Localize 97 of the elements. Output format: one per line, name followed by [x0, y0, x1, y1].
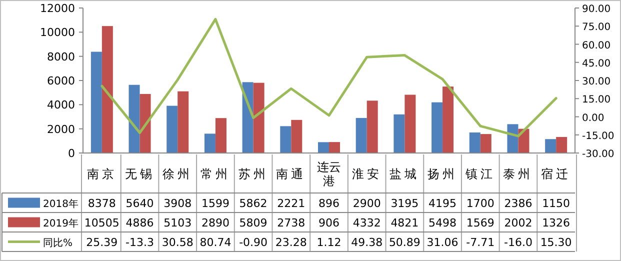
data-label: 30.58 [162, 236, 194, 249]
data-label: 4821 [390, 216, 419, 230]
data-label: -16.0 [504, 236, 532, 249]
data-label: 2221 [277, 196, 306, 210]
data-label: 23.28 [275, 236, 307, 249]
legend-label: 2018年 [43, 198, 78, 210]
bar [366, 100, 378, 153]
x-tick-label: 无锡 [124, 167, 155, 181]
bar [242, 82, 254, 153]
y2-tick-label: 30.00 [582, 76, 611, 88]
data-label: 5640 [126, 196, 154, 210]
bar [356, 118, 367, 153]
data-label: 25.39 [86, 236, 118, 249]
data-label: 5862 [239, 196, 268, 210]
data-label: 1150 [542, 196, 570, 210]
data-label: 1700 [466, 196, 494, 210]
x-tick-label: 镇江 [464, 167, 496, 181]
bar [556, 136, 568, 153]
bar [128, 84, 140, 153]
data-label: 5809 [239, 216, 268, 230]
bar [329, 142, 340, 153]
data-label: 5103 [164, 216, 192, 230]
data-label: 10505 [84, 216, 120, 230]
y2-tick-label: 45.00 [582, 58, 611, 70]
data-label: 896 [318, 196, 340, 210]
data-label: -7.71 [466, 236, 495, 249]
x-tick-label: 南京 [86, 167, 117, 181]
y-tick-label: 10000 [40, 26, 75, 40]
data-label: 50.89 [388, 236, 420, 249]
y2-tick-label: 90.00 [582, 4, 611, 15]
data-label: 2738 [277, 216, 306, 230]
x-tick-label: 宿迁 [541, 167, 572, 181]
data-label: -13.3 [126, 236, 154, 249]
data-label: -0.90 [239, 236, 268, 249]
bar [480, 134, 492, 153]
y2-tick-label: 60.00 [582, 40, 611, 52]
y2-tick-label: -30.00 [582, 149, 614, 160]
bar [102, 26, 113, 153]
data-label: 3908 [164, 196, 192, 210]
data-label: 4886 [126, 216, 154, 230]
data-label: 4195 [428, 196, 457, 210]
data-label: 1599 [201, 196, 230, 210]
bar [507, 124, 518, 153]
data-label: 2002 [504, 216, 532, 230]
y2-tick-label: 15.00 [582, 94, 611, 106]
x-tick-label: 南通 [276, 167, 306, 181]
data-label: 8378 [88, 196, 116, 210]
data-label: 49.38 [351, 236, 383, 249]
bar [140, 94, 151, 153]
legend-label: 2019年 [43, 217, 78, 230]
data-label: 5498 [428, 216, 457, 230]
bar [90, 52, 102, 153]
bar [291, 120, 302, 153]
y2-tick-label: -15.00 [582, 130, 614, 142]
bar [442, 86, 454, 153]
data-label: 1569 [466, 216, 494, 230]
bar [280, 126, 292, 153]
bar [394, 114, 405, 153]
y-tick-label: 2000 [47, 122, 75, 136]
x-tick-label: 盐城 [390, 167, 420, 181]
x-tick-label: 淮安 [352, 167, 382, 181]
x-tick-label: 常州 [200, 167, 230, 181]
data-label: 3195 [390, 196, 419, 210]
bar [469, 132, 480, 153]
y2-tick-label: 75.00 [582, 22, 611, 34]
bar [545, 139, 556, 153]
x-tick-label: 徐州 [162, 167, 193, 181]
bar [215, 118, 226, 153]
y-tick-label: 0 [68, 147, 75, 160]
x-tick-label: 泰州 [503, 167, 534, 181]
data-label: 906 [318, 216, 340, 230]
bar [166, 106, 178, 153]
data-label: 2890 [201, 216, 230, 230]
bar [432, 102, 443, 153]
data-label: 31.06 [426, 236, 458, 249]
x-tick-label: 连云港 [317, 160, 341, 188]
x-tick-label: 扬州 [428, 167, 458, 181]
y-tick-label: 4000 [47, 98, 75, 112]
bar [253, 82, 264, 153]
data-label: 2900 [352, 196, 381, 210]
y-tick-label: 8000 [47, 50, 75, 64]
data-label: 4332 [352, 216, 381, 230]
bar [178, 91, 189, 153]
data-label: 1326 [542, 216, 570, 230]
y-tick-label: 6000 [47, 74, 75, 88]
y2-tick-label: 0.00 [582, 112, 604, 124]
y-tick-label: 12000 [40, 2, 75, 15]
data-label: 15.30 [540, 236, 572, 249]
bar [318, 142, 329, 153]
data-label: 1.12 [316, 236, 342, 249]
x-tick-label: 苏州 [238, 167, 268, 181]
legend-label: 同比% [43, 236, 73, 249]
bar [204, 134, 216, 153]
data-label: 2386 [504, 196, 532, 210]
bar [404, 94, 416, 153]
data-label: 80.74 [200, 236, 232, 249]
line-series [100, 18, 558, 138]
